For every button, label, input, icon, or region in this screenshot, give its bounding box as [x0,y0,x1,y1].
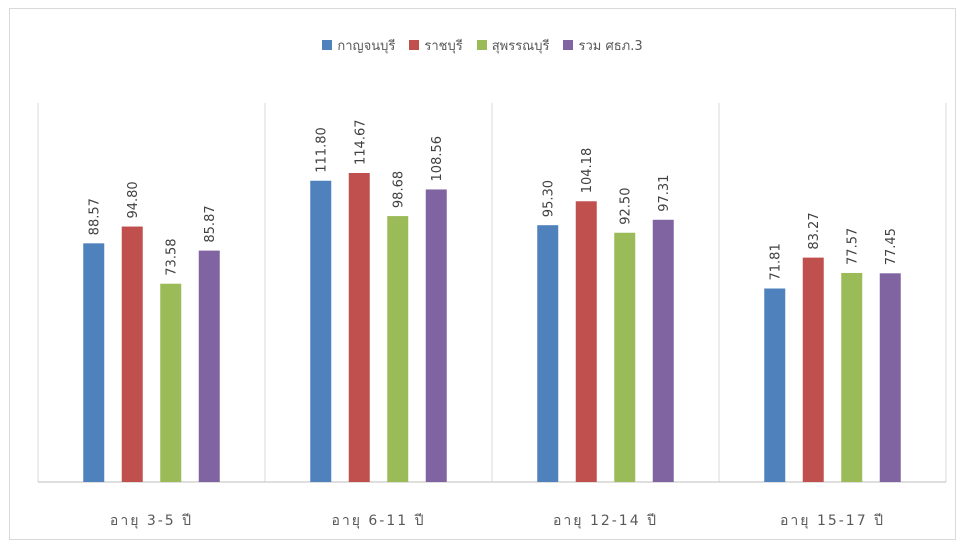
legend-item: สุพรรณบุรี [476,35,550,56]
data-label: 95.30 [542,180,557,217]
chart-frame [9,8,956,540]
data-label: 97.31 [657,175,672,212]
bar [764,288,786,482]
data-label: 108.56 [430,136,445,182]
bar [652,219,674,483]
bar [879,273,901,482]
x-tick-label: อายุ 15-17 ปี [780,513,885,529]
data-label: 85.87 [203,205,218,242]
bar [425,189,447,483]
data-label: 88.57 [88,198,103,235]
legend: กาญจนบุรี ราชบุรี สุพรรณบุรี รวม ศธภ.3 [0,34,965,56]
legend-label: กาญจนบุรี [337,38,396,54]
data-label: 77.57 [846,228,861,265]
legend-label: ราชบุรี [424,38,463,54]
data-label: 77.45 [884,228,899,265]
legend-label: รวม ศธภ.3 [578,38,643,54]
bar [575,201,597,483]
bar [841,272,863,482]
bar [160,283,182,482]
x-tick-label: อายุ 6-11 ปี [331,513,425,529]
data-label: 71.81 [769,243,784,280]
legend-item: รวม ศธภ.3 [563,35,643,56]
data-label: 94.80 [126,181,141,218]
data-label: 73.58 [165,239,180,276]
bar [614,232,636,482]
legend-swatch [563,40,574,50]
bar [387,216,409,482]
data-label: 83.27 [807,212,822,249]
legend-item: ราชบุรี [409,35,463,56]
legend-item: กาญจนบุรี [322,35,395,56]
x-tick-label: อายุ 3-5 ปี [110,513,193,529]
bar [83,243,105,482]
bar [348,173,370,482]
legend-swatch [476,40,487,50]
legend-label: สุพรรณบุรี [491,38,550,54]
legend-swatch [409,40,420,50]
bar [121,226,143,482]
data-label: 111.80 [315,127,330,173]
data-label: 98.68 [392,171,407,208]
data-label: 114.67 [353,120,368,166]
bar [537,225,559,483]
data-label: 92.50 [619,188,634,225]
bar [802,257,824,482]
bar [310,180,332,482]
bar [198,250,220,482]
data-label: 104.18 [580,148,595,194]
x-tick-label: อายุ 12-14 ปี [553,513,658,529]
legend-swatch [322,40,333,50]
